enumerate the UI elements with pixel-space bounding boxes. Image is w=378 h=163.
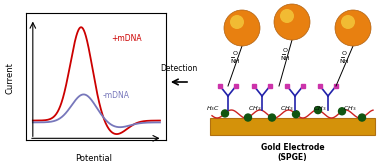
Text: $CH_3$: $CH_3$ xyxy=(248,104,262,113)
Text: Current: Current xyxy=(5,63,14,94)
Circle shape xyxy=(358,114,366,121)
Text: O: O xyxy=(232,51,237,56)
Circle shape xyxy=(280,9,294,23)
Text: Potential: Potential xyxy=(75,154,112,163)
Text: O: O xyxy=(342,51,347,56)
Text: -mDNA: -mDNA xyxy=(103,91,130,100)
Text: $CH_3$: $CH_3$ xyxy=(313,104,327,113)
Circle shape xyxy=(293,111,299,118)
Text: $H_3C$: $H_3C$ xyxy=(206,104,220,113)
Text: NH: NH xyxy=(340,59,349,64)
Circle shape xyxy=(245,114,251,121)
Text: $CH_3$: $CH_3$ xyxy=(280,104,294,113)
Text: NH: NH xyxy=(230,59,240,64)
Text: +mDNA: +mDNA xyxy=(112,34,142,43)
Text: O: O xyxy=(283,48,288,53)
Circle shape xyxy=(339,108,345,115)
Circle shape xyxy=(335,10,371,46)
Text: (SPGE): (SPGE) xyxy=(278,153,307,162)
Text: Detection: Detection xyxy=(160,64,198,73)
Text: Gold Electrode: Gold Electrode xyxy=(261,143,324,152)
Circle shape xyxy=(274,4,310,40)
Bar xyxy=(210,118,375,135)
Circle shape xyxy=(268,114,276,121)
Circle shape xyxy=(222,110,228,117)
Text: NH: NH xyxy=(281,56,290,61)
Circle shape xyxy=(314,107,322,114)
Circle shape xyxy=(224,10,260,46)
Circle shape xyxy=(230,15,244,29)
Circle shape xyxy=(341,15,355,29)
Text: $CH_3$: $CH_3$ xyxy=(343,104,357,113)
